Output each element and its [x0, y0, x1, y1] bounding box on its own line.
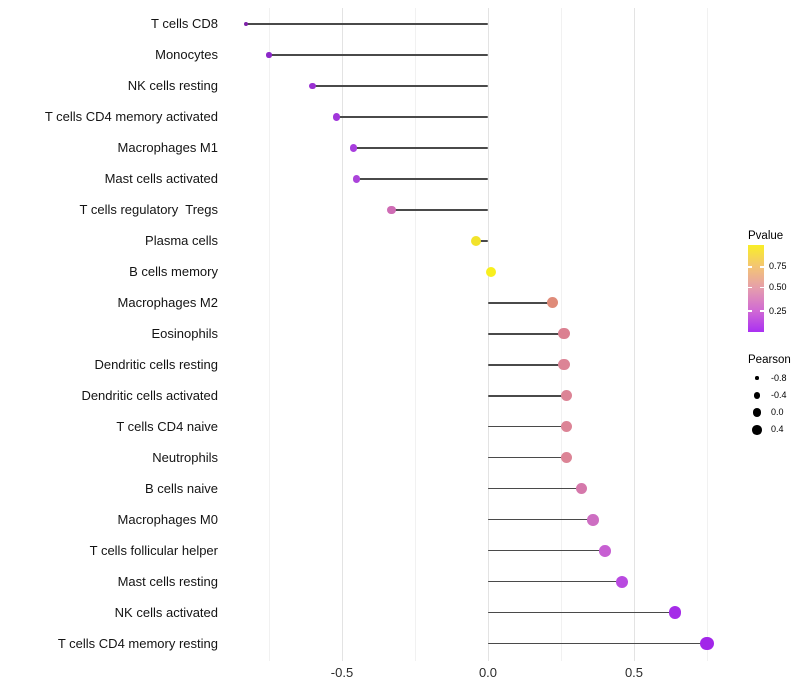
stem-line	[488, 487, 582, 490]
stem-line	[336, 116, 488, 118]
stem-line	[488, 580, 623, 583]
x-tick-label: -0.5	[330, 665, 354, 680]
data-point	[668, 606, 682, 619]
category-label: Neutrophils	[152, 449, 218, 465]
data-point	[471, 235, 482, 246]
data-point	[332, 113, 340, 121]
gridline-major	[341, 8, 343, 661]
colorbar-tick-label: 0.25	[769, 305, 787, 316]
data-point	[598, 544, 611, 557]
category-label: Mast cells resting	[117, 573, 218, 589]
stem-line	[488, 333, 564, 335]
stem-line	[488, 611, 675, 614]
stem-line	[488, 364, 564, 366]
size-legend-label: 0.4	[771, 424, 784, 435]
category-label: B cells memory	[129, 263, 218, 279]
data-point	[587, 513, 599, 526]
category-label: Mast cells activated	[104, 170, 218, 186]
data-point	[575, 482, 588, 495]
gridline-minor	[268, 8, 270, 661]
gridline-minor	[414, 8, 416, 661]
category-label: Monocytes	[155, 46, 218, 62]
data-point	[558, 359, 570, 371]
category-label: Dendritic cells activated	[81, 387, 218, 403]
size-legend-label: 0.0	[771, 407, 784, 418]
stem-line	[488, 642, 707, 645]
stem-line	[391, 209, 488, 211]
data-point	[485, 266, 497, 277]
category-label: Eosinophils	[151, 325, 219, 341]
category-label: T cells CD4 naive	[116, 418, 218, 434]
category-label: T cells CD4 memory activated	[44, 108, 218, 124]
colorbar-tick-label: 0.50	[769, 282, 787, 293]
stem-line	[488, 456, 567, 459]
data-point	[352, 175, 361, 183]
colorbar-tick-mark	[748, 310, 752, 312]
data-point	[309, 82, 317, 90]
data-point	[616, 575, 629, 588]
data-point	[561, 452, 573, 464]
stem-line	[476, 240, 488, 242]
category-label: B cells naive	[145, 480, 218, 496]
x-tick-label: 0.5	[624, 665, 644, 680]
category-label: T cells CD8	[151, 16, 218, 31]
data-point	[700, 637, 714, 651]
category-label: Macrophages M1	[117, 139, 218, 155]
gridline-major	[633, 8, 635, 661]
colorbar-tick-mark	[748, 265, 752, 268]
stem-line	[488, 549, 605, 552]
data-point	[561, 421, 573, 433]
category-label: Macrophages M2	[117, 294, 218, 310]
colorbar-tick-mark	[760, 265, 764, 268]
data-point	[243, 21, 248, 27]
stem-line	[312, 85, 488, 87]
category-label: Macrophages M0	[117, 511, 218, 527]
stem-line	[488, 395, 567, 397]
size-legend-dot	[755, 376, 759, 380]
data-point	[558, 328, 570, 340]
category-label: NK cells activated	[114, 604, 218, 620]
size-legend-label: -0.4	[771, 389, 787, 400]
stem-line	[488, 425, 567, 428]
category-label: Plasma cells	[145, 232, 218, 248]
stem-line	[488, 518, 594, 521]
colorbar-tick-mark	[760, 310, 764, 312]
stem-line	[488, 302, 553, 304]
stem-line	[356, 178, 488, 180]
pvalue-legend-title: Pvalue	[748, 230, 784, 242]
size-legend-dot	[752, 425, 762, 435]
category-label: T cells follicular helper	[89, 542, 218, 558]
category-label: T cells regulatory Tregs	[79, 201, 218, 217]
data-point	[387, 205, 396, 215]
colorbar-tick-mark	[760, 286, 764, 289]
size-legend-label: -0.8	[771, 372, 787, 383]
gridline-minor	[706, 8, 708, 661]
category-label: Dendritic cells resting	[94, 356, 218, 372]
data-point	[546, 297, 558, 309]
pvalue-colorbar	[748, 245, 764, 332]
size-legend-dot	[752, 408, 762, 417]
data-point	[349, 144, 358, 152]
x-tick-label: 0.0	[478, 665, 498, 680]
pearson-legend-title: Pearson	[748, 354, 791, 366]
colorbar-tick-label: 0.75	[769, 261, 787, 272]
data-point	[266, 52, 272, 58]
data-point	[561, 390, 573, 402]
category-label: T cells CD4 memory resting	[57, 635, 218, 651]
stem-line	[245, 23, 488, 25]
stem-line	[269, 54, 488, 56]
size-legend-dot	[753, 392, 761, 399]
colorbar-tick-mark	[748, 286, 752, 289]
category-label: NK cells resting	[127, 77, 218, 93]
stem-line	[353, 147, 488, 149]
